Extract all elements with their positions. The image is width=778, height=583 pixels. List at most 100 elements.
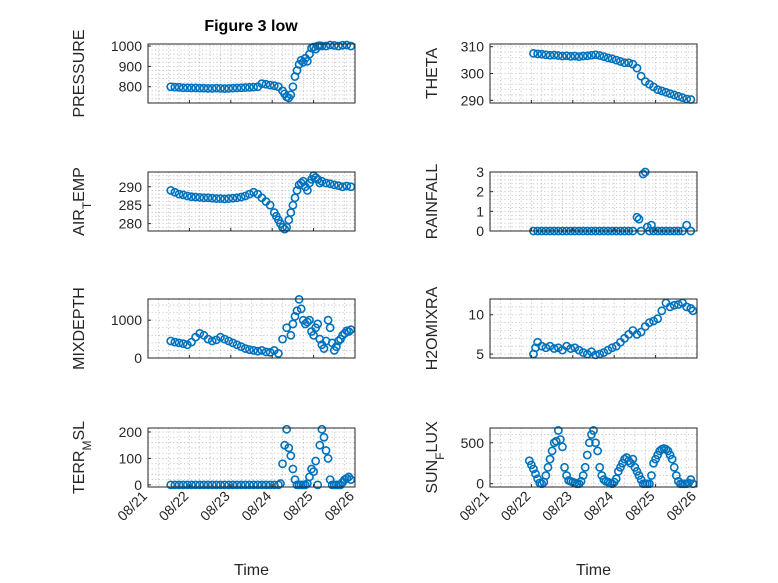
data-point (249, 187, 258, 197)
data-point (317, 424, 327, 434)
data-point (216, 480, 225, 490)
y-tick-label: 100 (119, 450, 143, 466)
data-point (562, 51, 571, 61)
data-point (232, 83, 242, 93)
data-point (274, 349, 283, 358)
data-point (211, 194, 221, 203)
data-point (624, 456, 634, 466)
data-point (203, 193, 213, 203)
data-point (211, 83, 221, 93)
data-point (199, 83, 209, 93)
data-point (549, 50, 559, 60)
air-temp-subplot: 280 285 290 AIRTEMP (71, 167, 356, 236)
data-point (334, 181, 343, 191)
y-tick-label: 1 (476, 203, 484, 219)
data-point (245, 345, 254, 355)
terr-msl-ylabel: TERRMSL (71, 421, 94, 494)
mixdepth-ylabel: MIXDEPTH (71, 287, 88, 370)
data-point (232, 340, 242, 350)
data-point (191, 83, 201, 93)
data-point (199, 480, 209, 490)
data-point (207, 336, 217, 346)
data-point (216, 332, 225, 342)
data-point (178, 339, 188, 349)
data-point (321, 41, 331, 51)
data-point (240, 83, 250, 92)
data-point (553, 426, 563, 435)
data-point (574, 52, 584, 62)
data-point (678, 93, 687, 103)
mixdepth-subplot: 0 1000 MIXDEPTH (71, 287, 356, 370)
data-point (537, 341, 547, 351)
data-point (529, 48, 538, 58)
data-point (182, 480, 192, 490)
data-point (562, 471, 571, 480)
data-point (346, 182, 356, 192)
data-point (288, 464, 298, 474)
y-tick-label: 0 (134, 477, 142, 493)
data-point (203, 83, 213, 93)
data-point (220, 84, 229, 93)
y-tick-label: 2 (476, 184, 484, 200)
data-point (296, 304, 306, 314)
data-point (178, 83, 188, 93)
data-point (261, 347, 271, 357)
y-tick-label: 3 (476, 164, 484, 180)
rainfall-subplot: 0 1 2 3 RAINFALL (424, 164, 698, 239)
data-point (245, 480, 254, 490)
data-point (529, 464, 538, 474)
data-point (309, 330, 318, 340)
h2omixra-subplot: 5 10 H2OMIXRA (424, 286, 698, 370)
y-tick-label: 5 (476, 346, 484, 362)
data-point (346, 325, 356, 335)
data-point (673, 300, 683, 309)
data-point (228, 193, 238, 203)
data-point (321, 178, 331, 188)
plot-frame (147, 171, 356, 232)
data-point (166, 336, 176, 346)
data-point (282, 424, 292, 434)
data-point (203, 480, 213, 490)
data-point (309, 467, 318, 477)
data-point (584, 438, 594, 448)
data-point (599, 52, 609, 62)
plot-frame (489, 171, 698, 232)
data-point (589, 426, 598, 435)
data-point (317, 41, 327, 51)
data-point (240, 344, 250, 353)
data-point (288, 82, 298, 92)
data-point (344, 327, 354, 336)
data-point (325, 323, 335, 333)
data-point (311, 173, 321, 182)
data-point (688, 306, 698, 316)
data-point (607, 343, 617, 353)
theta-subplot: 290 300 310 THETA (424, 39, 698, 108)
data-point (669, 300, 679, 310)
data-point (342, 40, 352, 50)
plot-frame (147, 43, 356, 104)
data-point (578, 348, 588, 357)
data-point (570, 51, 580, 61)
data-point (286, 90, 296, 100)
data-point (302, 317, 312, 327)
data-point (249, 82, 258, 92)
data-point (187, 480, 196, 490)
data-point (220, 334, 229, 344)
data-point (657, 306, 667, 316)
data-point (245, 82, 254, 92)
data-point (249, 346, 258, 355)
data-point (331, 342, 341, 352)
data-point (207, 480, 217, 490)
data-point (170, 337, 180, 347)
data-point (537, 49, 547, 59)
data-point (166, 480, 176, 490)
data-point (593, 446, 603, 456)
data-point (182, 83, 192, 93)
data-point (224, 83, 234, 93)
data-point (313, 480, 323, 490)
data-point (195, 83, 205, 93)
data-point (174, 82, 184, 92)
data-point (232, 193, 242, 203)
data-point (207, 83, 217, 93)
